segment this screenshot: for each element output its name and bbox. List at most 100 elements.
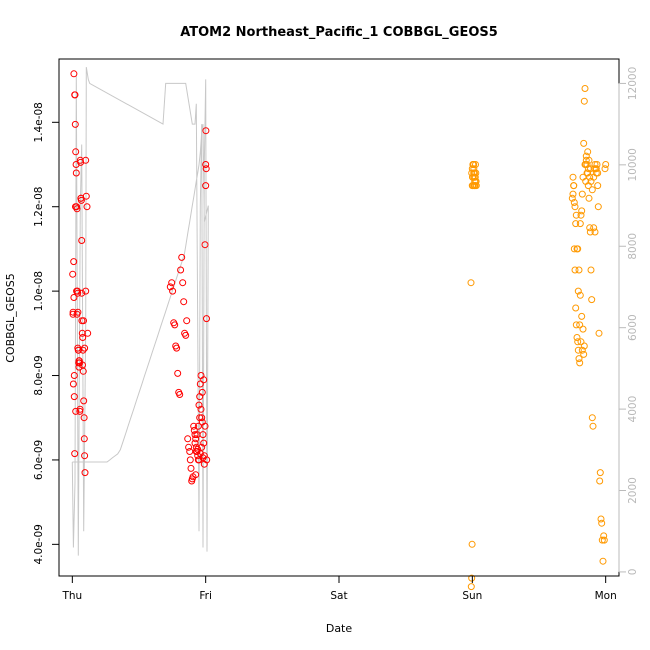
data-point: [70, 258, 78, 266]
data-point: [71, 450, 79, 458]
data-point: [75, 357, 83, 365]
data-point: [576, 220, 584, 228]
data-point: [469, 173, 476, 181]
data-point: [588, 414, 596, 422]
data-point: [174, 369, 182, 377]
x-tick-label: Mon: [595, 590, 617, 602]
data-point: [190, 422, 198, 430]
data-point: [79, 334, 87, 341]
data-point: [69, 308, 77, 316]
data-point: [467, 279, 475, 287]
data-point: [78, 289, 86, 297]
data-point: [202, 182, 210, 190]
y2-tick-label: 12000: [627, 67, 639, 100]
data-point: [71, 120, 79, 128]
data-point: [75, 346, 82, 354]
data-point: [570, 182, 578, 190]
data-point: [578, 190, 586, 198]
data-point: [70, 70, 78, 78]
data-point: [198, 414, 206, 422]
data-point: [572, 304, 580, 312]
data-point: [470, 165, 478, 173]
data-point: [596, 469, 604, 477]
data-point: [196, 414, 204, 422]
data-point: [584, 148, 592, 156]
data-point: [596, 477, 604, 485]
y-axis: 4.0e-09 6.0e-09 8.0e-09 1.0e-08 1.2e-08 1.4e-…: [33, 102, 60, 565]
y2-tick-label: 0: [627, 569, 639, 576]
data-point: [467, 583, 475, 591]
data-point: [468, 574, 476, 582]
data-point: [196, 380, 204, 388]
series-3: [467, 161, 480, 591]
data-point: [77, 194, 85, 202]
data-point: [582, 156, 590, 164]
data-point: [594, 182, 602, 190]
data-point: [168, 279, 176, 287]
data-point: [585, 194, 593, 202]
data-point: [598, 536, 606, 544]
data-point: [70, 294, 78, 301]
data-point: [572, 321, 580, 329]
data-point: [590, 224, 598, 232]
y-tick-label: 1.4e-08: [33, 102, 45, 142]
data-point: [471, 182, 479, 190]
data-point: [184, 435, 192, 443]
data-point: [78, 329, 86, 337]
data-point: [571, 203, 579, 211]
data-point: [199, 454, 207, 462]
data-point: [582, 177, 590, 185]
x-tick-label: Sun: [462, 590, 482, 602]
y2-tick-label: 10000: [627, 148, 639, 181]
data-point: [576, 291, 584, 299]
data-point: [72, 407, 80, 415]
data-point: [198, 443, 206, 451]
data-point: [583, 161, 591, 168]
data-point: [200, 376, 208, 384]
data-point: [73, 310, 81, 318]
x-tick-label: Fri: [199, 590, 212, 602]
data-point: [81, 344, 89, 352]
data-point: [72, 161, 80, 168]
data-point: [586, 228, 594, 236]
data-point: [80, 414, 88, 422]
data-point: [593, 161, 601, 168]
x-tick-label: Sat: [330, 590, 347, 602]
data-point: [79, 361, 86, 369]
data-point: [574, 287, 582, 295]
data-point: [70, 372, 78, 379]
data-point: [180, 298, 188, 306]
series-2: [166, 127, 211, 485]
altitude-line: [71, 67, 209, 556]
data-point: [599, 557, 607, 565]
y-axis-label: COBBGL_GEOS5: [4, 273, 17, 363]
data-point: [69, 380, 77, 388]
data-point: [187, 464, 195, 472]
data-point: [166, 283, 174, 291]
data-point: [577, 211, 585, 219]
data-point: [171, 321, 179, 329]
points-layer: [69, 70, 610, 591]
data-point: [182, 331, 190, 339]
data-point: [191, 431, 199, 439]
data-point: [84, 329, 92, 337]
y-tick-label: 8.0e-09: [33, 355, 45, 395]
data-point: [70, 393, 78, 401]
data-point: [600, 532, 608, 540]
data-point: [594, 203, 602, 211]
chart-title: ATOM2 Northeast_Pacific_1 COBBGL_GEOS5: [180, 25, 498, 40]
data-point: [573, 334, 581, 341]
series-1: [69, 70, 92, 477]
data-point: [73, 205, 81, 213]
data-point: [183, 317, 191, 325]
data-point: [580, 342, 588, 350]
data-point: [186, 448, 194, 455]
data-point: [76, 407, 84, 415]
data-point: [72, 169, 80, 177]
data-point: [71, 91, 79, 99]
y2-tick-label: 4000: [627, 396, 639, 423]
plot-area-frame: [58, 58, 620, 577]
data-point: [178, 253, 186, 261]
data-point: [195, 456, 203, 464]
